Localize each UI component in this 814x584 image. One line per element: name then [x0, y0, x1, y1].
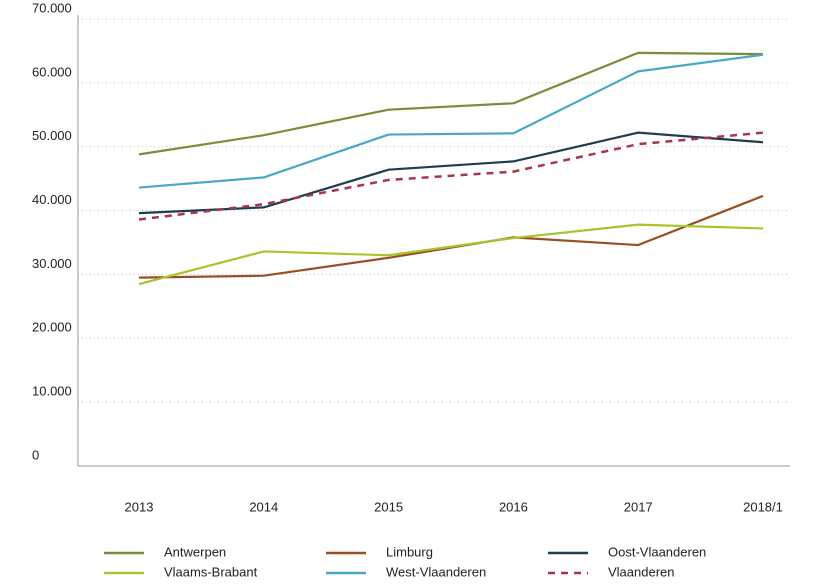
- series-line: [138, 53, 764, 189]
- x-tick-label: 2016: [499, 499, 528, 514]
- legend-label: Antwerpen: [164, 544, 226, 559]
- y-tick-label: 30.000: [32, 256, 72, 271]
- series-line: [138, 131, 764, 215]
- x-tick-label: 2015: [374, 499, 403, 514]
- series-line: [138, 223, 764, 286]
- x-tick-label: 2013: [125, 499, 154, 514]
- y-tick-label: 70.000: [32, 0, 72, 15]
- y-tick-label: 40.000: [32, 192, 72, 207]
- x-tick-label: 2014: [249, 499, 278, 514]
- legend-label: Vlaams-Brabant: [164, 564, 258, 579]
- legend-label: Limburg: [386, 544, 433, 559]
- y-tick-label: 0: [32, 447, 39, 462]
- x-tick-label: 2017: [624, 499, 653, 514]
- y-tick-label: 10.000: [32, 384, 72, 399]
- series-line: [138, 51, 764, 156]
- legend-label: West-Vlaanderen: [386, 564, 486, 579]
- legend-label: Vlaanderen: [608, 564, 675, 579]
- y-tick-label: 20.000: [32, 320, 72, 335]
- y-tick-label: 50.000: [32, 128, 72, 143]
- y-tick-label: 60.000: [32, 64, 72, 79]
- series-line: [138, 131, 764, 221]
- legend-label: Oost-Vlaanderen: [608, 544, 706, 559]
- x-tick-label: 2018/1: [743, 499, 783, 514]
